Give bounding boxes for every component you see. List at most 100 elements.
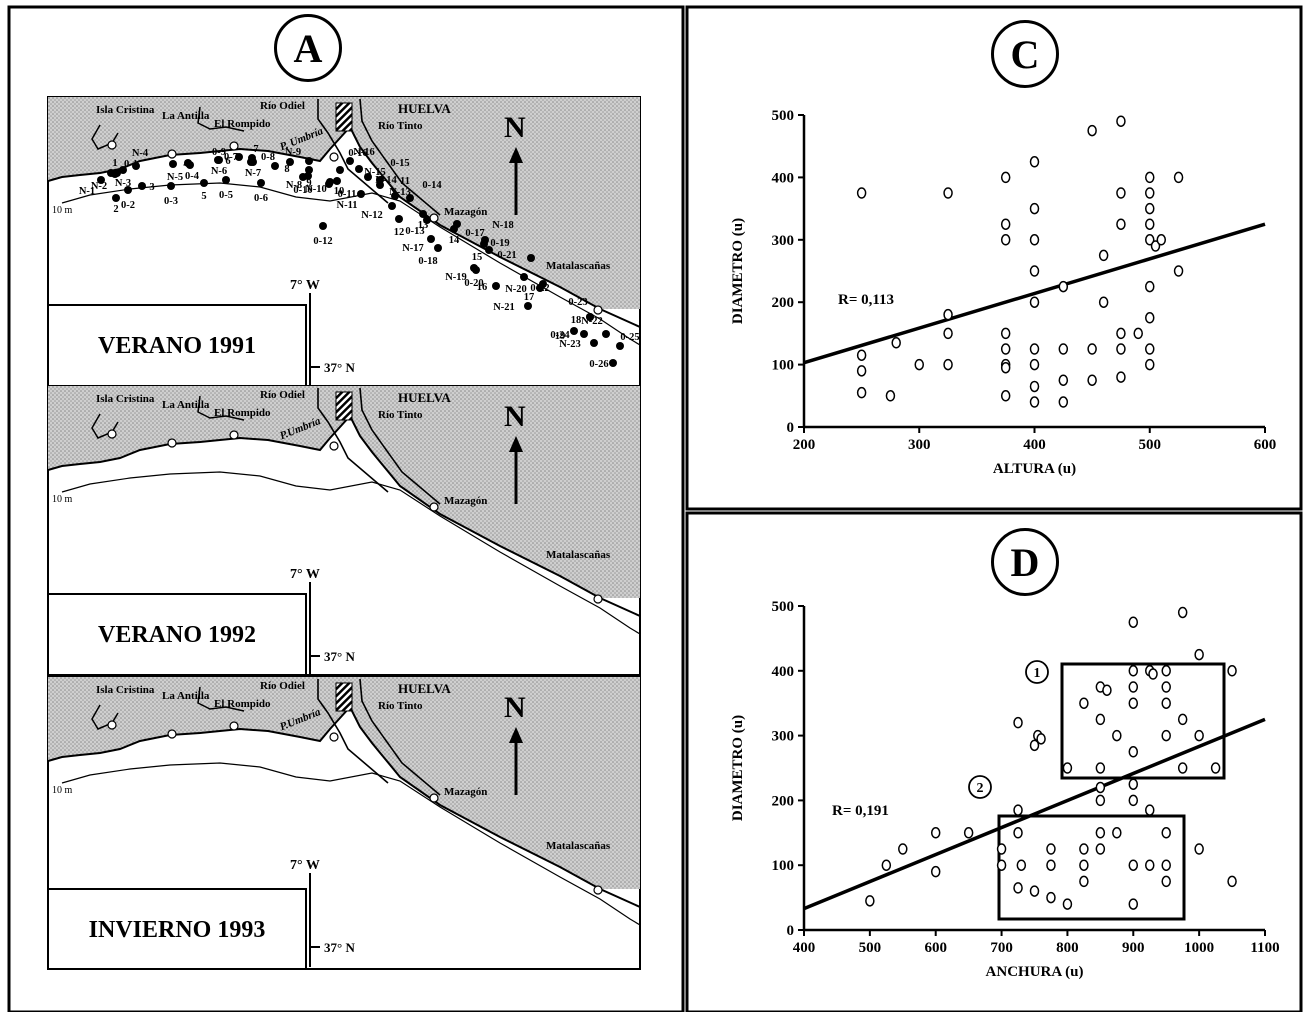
data-point bbox=[1128, 697, 1139, 709]
station-point bbox=[186, 161, 194, 169]
data-point bbox=[1128, 616, 1139, 628]
data-point bbox=[856, 349, 867, 361]
town-marker bbox=[229, 141, 239, 151]
station-label: N-4 bbox=[132, 148, 149, 159]
coastline bbox=[47, 414, 641, 617]
river-odiel bbox=[317, 388, 389, 493]
station-label: 8 bbox=[284, 164, 289, 175]
north-arrowhead-icon bbox=[509, 147, 523, 163]
data-point bbox=[1013, 804, 1023, 816]
panel-c-frame bbox=[685, 5, 1303, 511]
isobath-10m bbox=[61, 762, 641, 926]
y-tick-label: 500 bbox=[772, 599, 795, 615]
data-point bbox=[1102, 684, 1112, 696]
data-point bbox=[943, 308, 953, 321]
station-point bbox=[200, 179, 208, 187]
data-point bbox=[1095, 781, 1106, 794]
station-label: N-19 bbox=[445, 272, 467, 283]
data-point bbox=[1013, 827, 1023, 839]
station-label: 15 bbox=[472, 252, 483, 263]
data-point bbox=[1046, 891, 1056, 904]
data-point bbox=[963, 827, 974, 839]
station-label: 0-4 bbox=[185, 171, 200, 182]
isobath-10m bbox=[61, 471, 641, 635]
data-point bbox=[856, 365, 867, 377]
data-point bbox=[1000, 234, 1011, 246]
town-marker bbox=[429, 502, 439, 512]
station-point bbox=[453, 220, 461, 228]
station-label: N-2 bbox=[91, 181, 107, 192]
station-label: 1 bbox=[112, 158, 117, 169]
place-rio-odiel: Río Odiel bbox=[260, 680, 305, 692]
data-point bbox=[1177, 606, 1188, 619]
station-label: N-15 bbox=[364, 167, 386, 178]
station-label: 14 bbox=[449, 235, 460, 246]
estuary-rompido bbox=[197, 106, 245, 132]
x-tick-label: 400 bbox=[1023, 437, 1046, 453]
data-point bbox=[1161, 875, 1171, 888]
season-label: INVIERNO 1993 bbox=[89, 917, 266, 943]
station-label: N-10 bbox=[305, 184, 327, 195]
isobath-label: 10 m bbox=[52, 494, 73, 505]
town-marker bbox=[429, 793, 439, 803]
station-label: 6 bbox=[225, 156, 230, 167]
y-tick-label: 500 bbox=[772, 108, 795, 124]
station-label: 0-19 bbox=[490, 238, 509, 249]
data-point bbox=[1095, 843, 1106, 855]
town-marker bbox=[329, 732, 339, 742]
station-point bbox=[492, 282, 500, 290]
town-marker bbox=[429, 213, 439, 223]
data-point bbox=[1145, 280, 1155, 293]
station-label: 0-20 bbox=[464, 278, 483, 289]
data-point bbox=[1133, 327, 1143, 340]
station-point bbox=[305, 166, 313, 174]
data-point bbox=[1112, 827, 1122, 839]
data-point bbox=[1058, 280, 1069, 293]
y-tick-label: 300 bbox=[772, 233, 795, 249]
huelva-city-icon bbox=[335, 682, 353, 712]
data-point bbox=[1095, 713, 1106, 726]
station-point bbox=[395, 215, 403, 223]
data-point bbox=[1095, 762, 1106, 774]
data-point bbox=[1000, 218, 1011, 230]
station-point bbox=[536, 284, 544, 292]
data-point bbox=[1194, 729, 1204, 742]
data-point bbox=[1128, 746, 1139, 758]
town-marker bbox=[229, 721, 239, 731]
data-point bbox=[1013, 882, 1023, 894]
station-point bbox=[602, 330, 610, 338]
group-2-box bbox=[997, 814, 1186, 921]
x-tick-label: 800 bbox=[1056, 940, 1079, 956]
station-point bbox=[333, 177, 341, 185]
station-label: 0-26 bbox=[589, 359, 608, 370]
station-point bbox=[480, 240, 488, 248]
place-huelva: HUELVA bbox=[398, 101, 451, 116]
huelva-city-icon bbox=[335, 102, 353, 132]
station-point bbox=[419, 210, 427, 218]
latitude-label: 37° N bbox=[324, 360, 355, 375]
station-label: N-8 bbox=[286, 180, 302, 191]
station-label: 0-25 bbox=[620, 332, 639, 343]
north-label: N bbox=[504, 111, 526, 144]
station-label: 11 bbox=[400, 176, 410, 187]
station-point bbox=[357, 190, 365, 198]
place-isla-cristina: Isla Cristina bbox=[96, 684, 155, 696]
data-point bbox=[891, 337, 901, 349]
group-1-box bbox=[1060, 662, 1226, 780]
data-point bbox=[1116, 327, 1126, 340]
data-point bbox=[1000, 343, 1011, 355]
station-label: 0-11 bbox=[338, 189, 357, 200]
station-point bbox=[138, 182, 146, 190]
data-point bbox=[1161, 729, 1171, 742]
data-point bbox=[1145, 804, 1155, 816]
place-el-rompido: El Rompido bbox=[214, 407, 271, 419]
station-map-2: 10 m Isla Cristina La Antilla El Rompido Río… bbox=[47, 147, 641, 676]
data-point bbox=[1173, 171, 1184, 184]
map-stack: 10 m Isla Cristina La Antilla El Rompido Río… bbox=[47, 96, 641, 970]
data-point bbox=[1062, 898, 1073, 910]
place-rio-odiel: Río Odiel bbox=[260, 100, 305, 112]
season-label: VERANO 1992 bbox=[98, 622, 256, 648]
data-point bbox=[1016, 859, 1027, 871]
panel-a-label: A bbox=[274, 14, 342, 82]
